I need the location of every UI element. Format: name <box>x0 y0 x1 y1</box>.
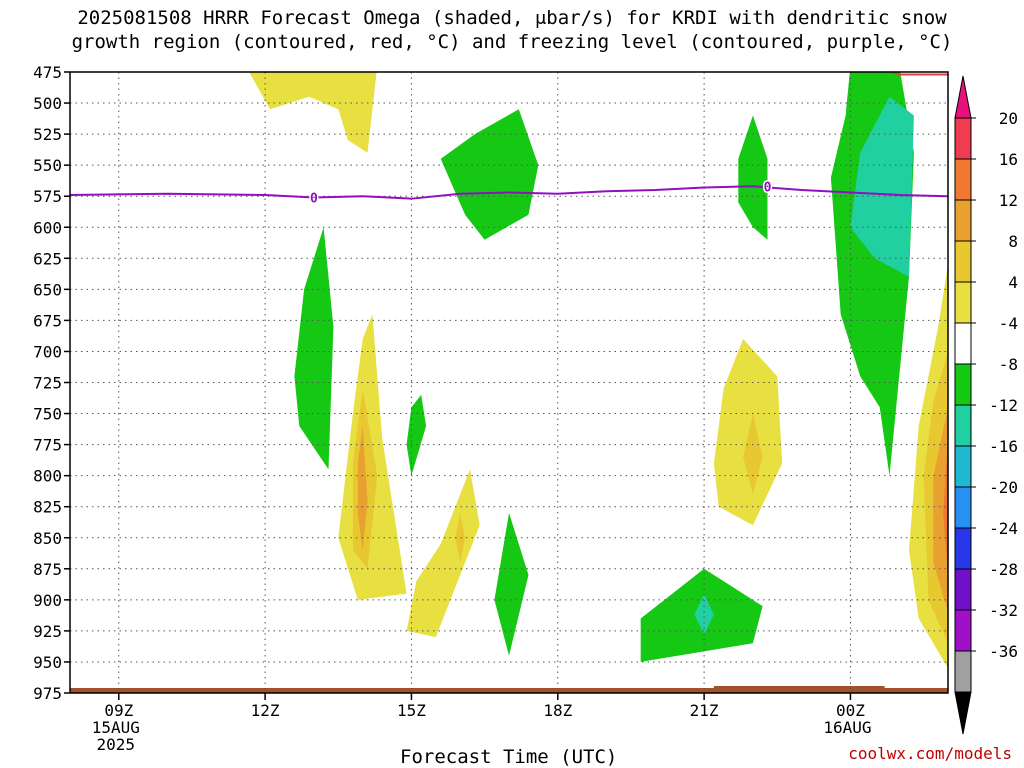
omega-region-19 <box>933 407 948 613</box>
freezing-level-line <box>70 185 948 200</box>
y-tick-label-550: 550 <box>33 156 62 175</box>
colorbar-label-0: 20 <box>999 109 1018 128</box>
y-tick-label-950: 950 <box>33 653 62 672</box>
colorbar-swatch-0 <box>954 117 972 160</box>
x-tick-label-24: 00Z <box>836 701 865 720</box>
y-tick-label-625: 625 <box>33 249 62 268</box>
y-tick-label-575: 575 <box>33 187 62 206</box>
x-tick-year-9: 2025 <box>97 735 136 754</box>
omega-shading <box>70 72 948 693</box>
colorbar-swatch-9 <box>954 486 972 529</box>
omega-region-1 <box>440 109 539 240</box>
omega-region-13 <box>713 339 783 526</box>
omega-region-2 <box>294 227 334 470</box>
x-tick-label-15: 15Z <box>397 701 426 720</box>
y-tick-label-900: 900 <box>33 591 62 610</box>
y-tick-label-875: 875 <box>33 560 62 579</box>
contour-lines: 00 <box>70 72 948 208</box>
y-tick-label-475: 475 <box>33 63 62 82</box>
dgz-contour-line <box>889 72 948 76</box>
colorbar-label-7: -12 <box>989 396 1018 415</box>
colorbar-swatch-1 <box>954 158 972 201</box>
title-line-1: 2025081508 HRRR Forecast Omega (shaded, … <box>77 7 947 29</box>
colorbar-swatch-5 <box>954 322 972 365</box>
colorbar-swatch-13 <box>954 650 972 693</box>
x-tick-label-9: 09Z <box>104 701 133 720</box>
y-axis: 475 500 525 550 575 600 625 650 675 700 725 750 775 8… <box>33 63 70 703</box>
omega-region-16 <box>850 96 914 277</box>
omega-region-12 <box>738 115 768 240</box>
credit-text: coolwx.com/models <box>848 744 1012 763</box>
grid-lines <box>70 72 948 693</box>
y-tick-label-850: 850 <box>33 529 62 548</box>
y-tick-label-700: 700 <box>33 342 62 361</box>
plot-frame <box>69 71 949 694</box>
omega-region-14 <box>743 413 763 495</box>
chart-title: 2025081508 HRRR Forecast Omega (shaded, … <box>0 6 1024 54</box>
freezing-level-label-1: 0 <box>764 180 772 195</box>
colorbar-label-13: -36 <box>989 642 1018 661</box>
x-tick-date-24: 16AUG <box>823 718 871 737</box>
colorbar-swatch-2 <box>954 199 972 242</box>
colorbar-label-8: -16 <box>989 437 1018 456</box>
omega-region-6 <box>406 394 427 476</box>
omega-region-5 <box>357 426 368 551</box>
x-tick-label-12: 12Z <box>251 701 280 720</box>
terrain-bump <box>713 686 885 689</box>
colorbar-swatch-10 <box>954 527 972 570</box>
colorbar-label-6: -8 <box>999 355 1018 374</box>
colorbar-label-12: -32 <box>989 601 1018 620</box>
colorbar-swatch-4 <box>954 281 972 324</box>
colorbar-label-11: -28 <box>989 560 1018 579</box>
colorbar-label-4: 4 <box>1008 273 1018 292</box>
y-tick-label-675: 675 <box>33 311 62 330</box>
colorbar-label-3: 8 <box>1008 232 1018 251</box>
y-tick-label-725: 725 <box>33 374 62 393</box>
y-tick-label-800: 800 <box>33 467 62 486</box>
colorbar-swatch-11 <box>954 568 972 611</box>
omega-region-7 <box>406 469 480 638</box>
omega-region-9 <box>494 512 529 656</box>
colorbar-swatch-3 <box>954 240 972 283</box>
colorbar-label-2: 12 <box>999 191 1018 210</box>
colorbar-label-5: -4 <box>999 314 1018 333</box>
colorbar-label-1: 16 <box>999 150 1018 169</box>
colorbar-swatch-12 <box>954 609 972 652</box>
colorbar: 20 16 12 8 4 -4 -8 -12 -16 -20 -24 -28 -32 -36 <box>954 75 1018 735</box>
x-tick-label-21: 21Z <box>690 701 719 720</box>
y-tick-label-975: 975 <box>33 684 62 703</box>
x-tick-label-18: 18Z <box>543 701 572 720</box>
freezing-level-label-0: 0 <box>310 191 318 206</box>
omega-region-11 <box>694 593 714 635</box>
y-tick-label-925: 925 <box>33 622 62 641</box>
colorbar-top-arrow <box>954 75 972 119</box>
y-tick-label-750: 750 <box>33 405 62 424</box>
y-tick-label-775: 775 <box>33 436 62 455</box>
y-tick-label-650: 650 <box>33 280 62 299</box>
y-tick-label-525: 525 <box>33 125 62 144</box>
colorbar-swatch-6 <box>954 363 972 406</box>
colorbar-swatch-7 <box>954 404 972 447</box>
x-axis-label: Forecast Time (UTC) <box>400 746 618 768</box>
y-tick-label-600: 600 <box>33 218 62 237</box>
colorbar-label-10: -24 <box>989 519 1018 538</box>
colorbar-bottom-arrow <box>954 691 972 735</box>
x-tick-date-9: 15AUG <box>92 718 140 737</box>
omega-region-0 <box>249 72 377 153</box>
omega-region-8 <box>455 512 466 563</box>
colorbar-swatch-8 <box>954 445 972 488</box>
y-tick-label-825: 825 <box>33 498 62 517</box>
terrain-strip <box>70 688 948 693</box>
y-tick-label-500: 500 <box>33 94 62 113</box>
title-line-2: growth region (contoured, red, °C) and f… <box>71 31 953 53</box>
colorbar-label-9: -20 <box>989 478 1018 497</box>
